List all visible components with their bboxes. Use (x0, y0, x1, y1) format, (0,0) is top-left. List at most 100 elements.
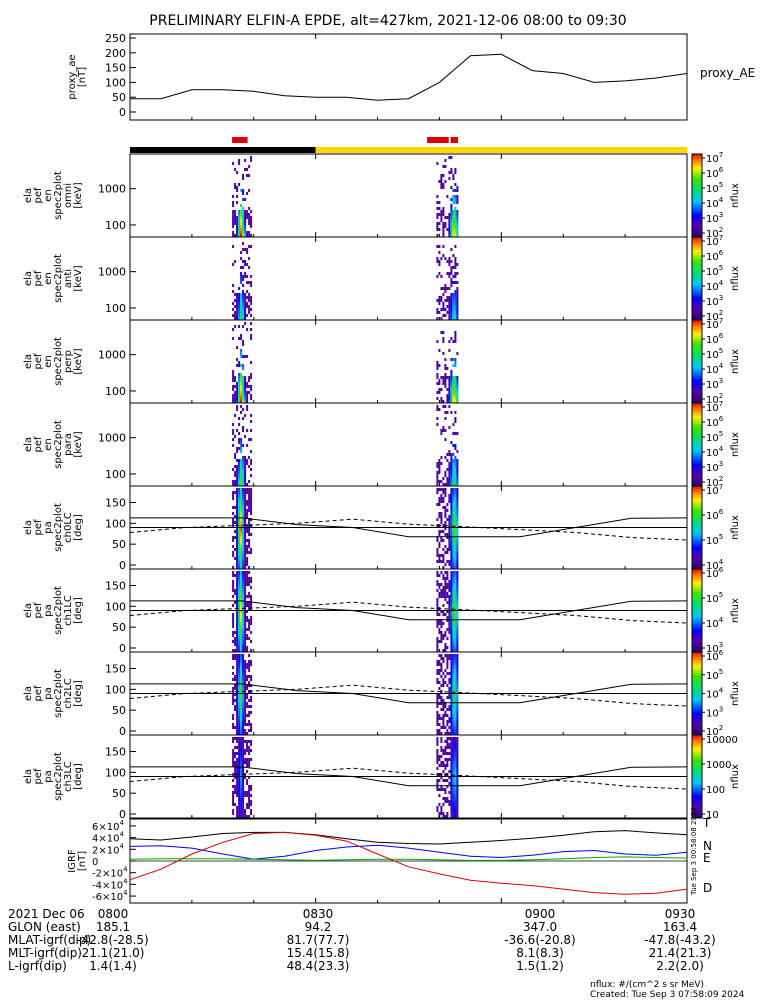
spectrogram-pixel (446, 571, 449, 574)
spectrogram-pixel (452, 598, 455, 601)
spectrogram-pixel (448, 524, 451, 527)
spectrogram-pixel (452, 616, 455, 619)
spectrogram-pixel (438, 619, 441, 622)
spectrogram-pixel (446, 592, 449, 595)
ephemeris-value: 0800 (98, 907, 129, 921)
colorbar-tick-label: 107 (706, 483, 723, 497)
colorbar-swatch (692, 446, 702, 450)
ylabel-line: ela (23, 686, 34, 701)
spectrogram-pixel (452, 583, 455, 586)
colorbar-swatch (692, 714, 702, 717)
pa-reference-line (129, 518, 688, 541)
spectrogram-pixel (238, 557, 241, 560)
spectrogram-pixel (240, 729, 243, 732)
spectrogram-pixel (244, 714, 247, 717)
spectrogram-pixel (244, 414, 247, 417)
spectrogram-pixel (240, 379, 243, 382)
spectrogram-pixel (452, 311, 455, 314)
spectrogram-pixel (450, 500, 453, 503)
spectrogram-pixel (436, 604, 439, 607)
spectrogram-pixel (240, 560, 243, 563)
spectrogram-pixel (240, 773, 243, 776)
spectrogram-pixel (240, 373, 243, 376)
colorbar-swatch (692, 759, 702, 763)
spectrogram-pixel (454, 767, 457, 770)
colorbar-swatch (692, 421, 702, 425)
spectrogram-pixel (250, 234, 253, 237)
spectrogram-pixel (450, 577, 453, 580)
spectrogram-pixel (452, 729, 455, 732)
spectrogram-pixel (454, 675, 457, 678)
spectrogram-pixel (250, 749, 253, 752)
spectrogram-pixel (440, 539, 443, 542)
spectrogram-pixel (456, 219, 459, 222)
spectrogram-pixel (240, 767, 243, 770)
spectrogram-pixel (448, 803, 451, 806)
spectrogram-pixel (244, 216, 247, 219)
spectrogram-pixel (436, 610, 439, 613)
colorbar-swatch (692, 162, 702, 165)
spectrogram-pixel (246, 634, 249, 637)
spectrogram-pixel (240, 503, 243, 506)
spectrogram-pixel (242, 459, 245, 462)
spectrogram-pixel (250, 314, 253, 317)
spectrogram-pixel (444, 705, 447, 708)
spectrogram-pixel (240, 275, 243, 278)
spectrogram-pixel (448, 708, 451, 711)
spectrogram-pixel (438, 201, 441, 204)
spectrogram-pixel (242, 284, 245, 287)
spectrogram-pixel (240, 228, 243, 231)
colorbar-swatch (692, 813, 702, 817)
ephemeris-value: 185.1 (96, 920, 130, 934)
spectrogram-pixel (240, 471, 243, 474)
spectrogram-pixel (444, 382, 447, 385)
colorbar-swatch (692, 263, 702, 267)
y-tick-label: -6×104 (92, 889, 128, 903)
spectrogram-pixel (440, 488, 443, 491)
colorbar-swatch (692, 533, 702, 537)
spectrogram-pixel (448, 272, 451, 275)
spectrogram-pixel (250, 622, 253, 625)
colorbar-swatch (692, 654, 702, 657)
spectrogram-pixel (244, 480, 247, 483)
spectrogram-pixel (436, 474, 439, 477)
spectrogram-pixel (440, 732, 443, 735)
spectrogram-pixel (452, 308, 455, 311)
spectrogram-pixel (454, 610, 457, 613)
spectrogram-pixel (246, 803, 249, 806)
spectrogram-pixel (456, 571, 459, 574)
spectrogram-pixel (242, 800, 245, 803)
spectrogram-pixel (242, 595, 245, 598)
spectrogram-pixel (450, 554, 453, 557)
spectrogram-pixel (446, 287, 449, 290)
spectrogram-pixel (250, 284, 253, 287)
spectrogram-pixel (236, 714, 239, 717)
spectrogram-pixel (238, 536, 241, 539)
spectrogram-pixel (448, 497, 451, 500)
spectrogram-pixel (234, 699, 237, 702)
spectrogram-pixel (446, 509, 449, 512)
colorbar-anti: nflux (691, 236, 741, 321)
spectrogram-pixel (232, 797, 235, 800)
colorbar-swatch (692, 452, 702, 456)
spectrogram-pixel (446, 657, 449, 660)
spectrogram-pixel (448, 604, 451, 607)
spectrogram-pixel (242, 654, 245, 657)
colorbar-swatch (692, 212, 702, 215)
spectrogram-pixel (450, 610, 453, 613)
spectrogram-pixel (454, 737, 457, 740)
spectrogram-pixel (454, 420, 457, 423)
colorbar-swatch (692, 459, 702, 462)
spectrogram-pixel (242, 625, 245, 628)
spectrogram-pixel (440, 432, 443, 435)
colorbar-swatch (692, 363, 702, 367)
spectrogram-pixel (456, 432, 459, 435)
spectrogram-pixel (450, 743, 453, 746)
spectrogram-pixel (440, 634, 443, 637)
spectrogram-pixel (444, 654, 447, 657)
spectrogram-pixel (250, 809, 253, 812)
colorbar-swatch (692, 436, 702, 439)
spectrogram-pixel (240, 213, 243, 216)
spectrogram-pixel (246, 385, 249, 388)
spectrogram-pixel (442, 566, 445, 569)
